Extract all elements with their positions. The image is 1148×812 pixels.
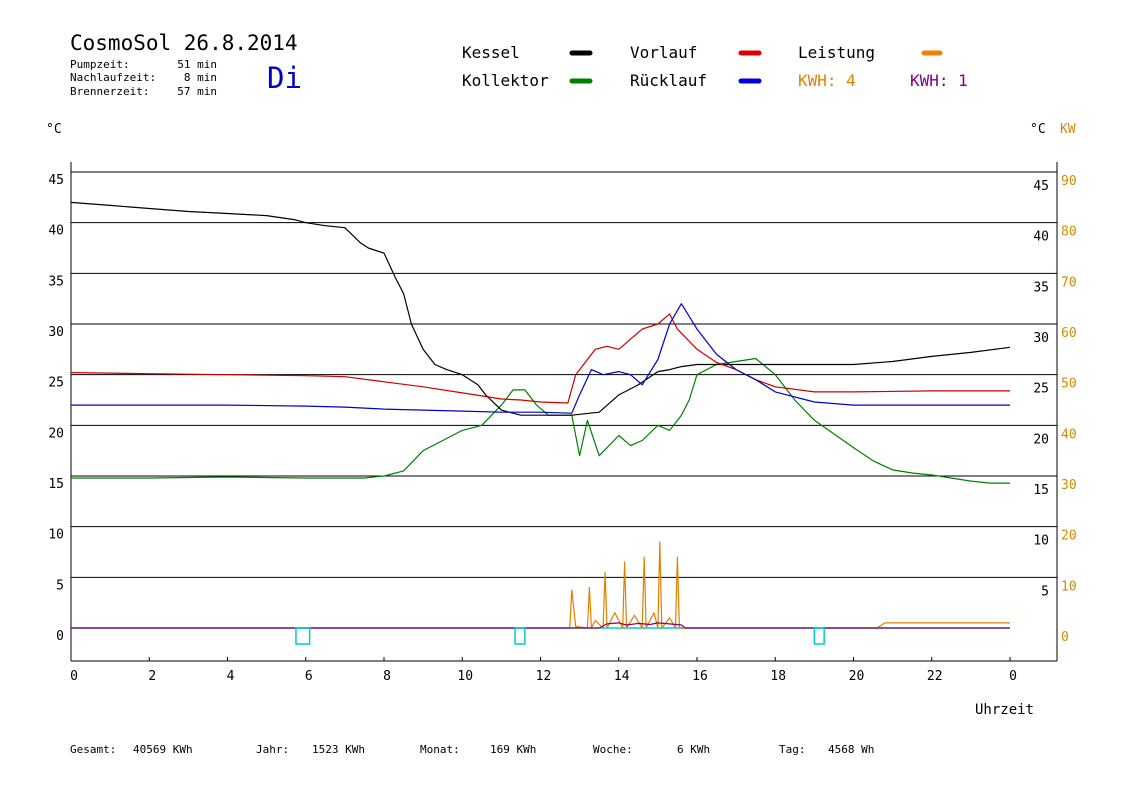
y-tick-left-label: 15 — [48, 477, 64, 492]
pump-markers — [295, 627, 825, 645]
series-line-kwh_b — [71, 622, 1010, 629]
footer: Gesamt: 40569 KWh Jahr: 1523 KWh Monat: … — [70, 743, 874, 756]
footer-monat-value: 169 KWh — [490, 743, 536, 756]
y2-tick-label: 80 — [1061, 225, 1077, 240]
y-tick-right-label: 30 — [1033, 331, 1049, 346]
day-label: Di — [267, 61, 302, 95]
y-tick-right-label: 35 — [1033, 280, 1049, 295]
x-tick-label: 0 — [70, 669, 78, 684]
y2-tick-label: 60 — [1061, 326, 1077, 341]
footer-gesamt-value: 40569 KWh — [133, 743, 193, 756]
y-tick-right-label: 40 — [1033, 230, 1049, 245]
y2-tick-label: 40 — [1061, 427, 1077, 442]
y2-tick-label: 70 — [1061, 275, 1077, 290]
y-tick-right-label: 15 — [1033, 483, 1049, 498]
series-group — [70, 201, 1011, 629]
x-tick-label: 14 — [614, 669, 630, 684]
footer-jahr-label: Jahr: — [256, 743, 289, 756]
x-tick-label: 6 — [305, 669, 313, 684]
pump-marker-0 — [295, 627, 311, 645]
x-tick-label: 4 — [227, 669, 235, 684]
chart-title: CosmoSol 26.8.2014 — [70, 31, 298, 55]
footer-monat-label: Monat: — [420, 743, 460, 756]
y-tick-left-label: 30 — [48, 325, 64, 340]
footer-tag-label: Tag: — [779, 743, 806, 756]
stat-brennerzeit-value: 57 min — [177, 85, 217, 98]
axes — [70, 162, 1058, 662]
footer-woche-label: Woche: — [593, 743, 633, 756]
grid — [71, 171, 1057, 578]
pump-marker-2 — [813, 627, 825, 645]
y2-tick-label: 90 — [1061, 174, 1077, 189]
y-tick-left-label: 45 — [48, 173, 64, 188]
y-tick-right-label: 5 — [1041, 584, 1049, 599]
stat-pumpzeit-value: 51 min — [177, 58, 217, 71]
footer-jahr-value: 1523 KWh — [312, 743, 365, 756]
y2-tick-label: 30 — [1061, 478, 1077, 493]
x-tick-label: 8 — [383, 669, 391, 684]
y-tick-left-label: 20 — [48, 426, 64, 441]
x-tick-label: 12 — [536, 669, 552, 684]
stat-nachlaufzeit-value: 8 min — [184, 71, 217, 84]
y-tick-left-label: 35 — [48, 274, 64, 289]
pump-marker-1 — [514, 627, 526, 645]
legend-ruecklauf-label: Rücklauf — [630, 71, 707, 90]
tick-labels: 0 2 4 6 8 10 12 14 16 18 20 22 005101520253035404551… — [48, 173, 1076, 684]
footer-gesamt-label: Gesamt: — [70, 743, 116, 756]
x-tick-label: 0 — [1009, 669, 1017, 684]
series-line-ruecklauf — [71, 303, 1010, 414]
y-tick-left-label: 40 — [48, 224, 64, 239]
footer-woche-value: 6 KWh — [677, 743, 710, 756]
y2-tick-label: 10 — [1061, 579, 1077, 594]
stat-pumpzeit-label: Pumpzeit: — [70, 58, 130, 71]
x-tick-label: 2 — [148, 669, 156, 684]
y2-tick-label: 20 — [1061, 529, 1077, 544]
legend-leistung-label: Leistung — [798, 43, 875, 62]
y-tick-left-label: 25 — [48, 376, 64, 391]
y-axis-right-unit: °C — [1030, 122, 1046, 137]
legend-vorlauf-label: Vorlauf — [630, 43, 697, 62]
series-line-vorlauf — [70, 313, 1010, 404]
x-tick-label: 16 — [692, 669, 708, 684]
y2-tick-label: 0 — [1061, 630, 1069, 645]
y-axis-left-unit: °C — [46, 122, 62, 137]
y2-tick-label: 50 — [1061, 377, 1077, 392]
legend-kollektor-label: Kollektor — [462, 71, 549, 90]
series-line-leistung — [71, 541, 1010, 629]
x-axis-label: Uhrzeit — [975, 702, 1034, 718]
stat-nachlaufzeit-label: Nachlaufzeit: — [70, 71, 156, 84]
y-axis-right2-unit: KW — [1060, 122, 1076, 137]
stat-brennerzeit-label: Brennerzeit: — [70, 85, 149, 98]
legend-kessel-label: Kessel — [462, 43, 520, 62]
x-tick-label: 10 — [457, 669, 473, 684]
y-tick-left-label: 10 — [48, 528, 64, 543]
y-tick-right-label: 20 — [1033, 432, 1049, 447]
x-tick-label: 18 — [770, 669, 786, 684]
y-tick-right-label: 25 — [1033, 382, 1049, 397]
legend-kwh-a: KWH: 4 — [798, 71, 856, 90]
series-line-kessel — [70, 201, 1011, 416]
y-tick-left-label: 5 — [56, 578, 64, 593]
series-line-kollektor — [71, 357, 1010, 484]
x-tick-label: 20 — [849, 669, 865, 684]
legend-kwh-b: KWH: 1 — [910, 71, 968, 90]
y-tick-right-label: 10 — [1033, 534, 1049, 549]
y-tick-right-label: 45 — [1033, 179, 1049, 194]
x-tick-label: 22 — [927, 669, 943, 684]
footer-tag-value: 4568 Wh — [828, 743, 874, 756]
y-tick-left-label: 0 — [56, 629, 64, 644]
